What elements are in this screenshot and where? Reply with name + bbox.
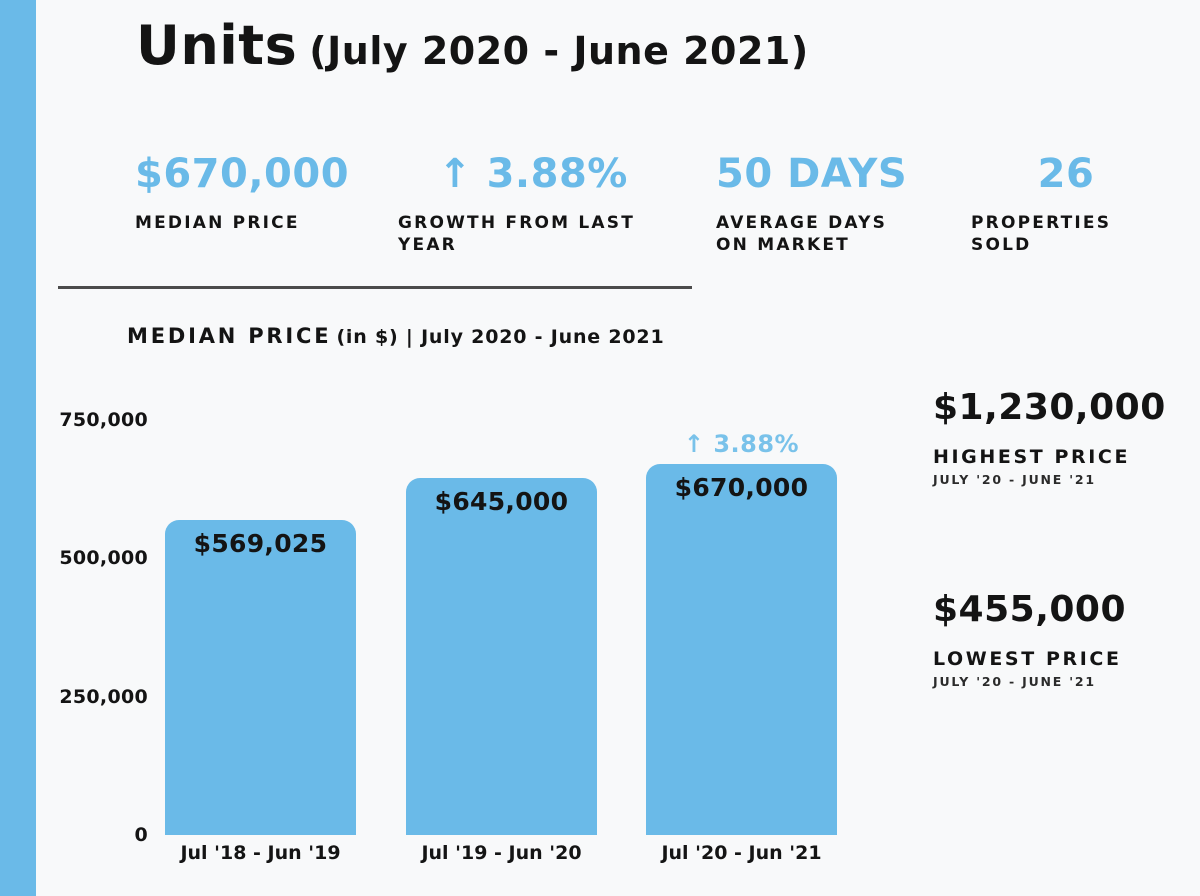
x-axis: Jul '18 - Jun '19 Jul '19 - Jun '20 Jul …	[165, 842, 838, 872]
y-axis: 750,000 500,000 250,000 0	[40, 0, 148, 896]
stat-properties-sold-value: 26	[1037, 151, 1095, 197]
chart-subtitle: (in $) | July 2020 - June 2021	[336, 326, 665, 348]
highest-price-value: $1,230,000	[933, 387, 1166, 428]
stat-days-on-market-label: AVERAGE DAYS ON MARKET	[716, 213, 888, 255]
bar-jul18-jun19: $569,025	[165, 520, 356, 835]
highest-price-period: JULY '20 - JUNE '21	[933, 472, 1096, 487]
stat-growth-value: ↑ 3.88%	[438, 151, 628, 197]
stat-median-price-value: $670,000	[135, 151, 350, 197]
bar-jul19-jun20-value: $645,000	[434, 487, 569, 516]
y-tick-250000: 250,000	[59, 686, 148, 708]
stat-growth: ↑ 3.88% GROWTH FROM LAST YEAR	[398, 150, 668, 256]
y-tick-750000: 750,000	[59, 409, 148, 431]
highest-price-label: HIGHEST PRICE	[933, 446, 1131, 468]
page-title-date-range: (July 2020 - June 2021)	[309, 29, 809, 73]
y-tick-0: 0	[134, 824, 148, 846]
page-title: Units	[136, 14, 298, 77]
bar-jul20-jun21: $670,000	[646, 464, 837, 835]
y-tick-500000: 500,000	[59, 547, 148, 569]
page-header: Units (July 2020 - June 2021)	[136, 14, 809, 77]
chart-heading: MEDIAN PRICE (in $) | July 2020 - June 2…	[127, 324, 664, 348]
growth-annotation: ↑ 3.88%	[683, 430, 800, 458]
stat-growth-label: GROWTH FROM LAST YEAR	[398, 213, 636, 255]
lowest-price-block: $455,000 LOWEST PRICE JULY '20 - JUNE '2…	[933, 588, 1173, 689]
lowest-price-value: $455,000	[933, 589, 1127, 630]
highest-price-block: $1,230,000 HIGHEST PRICE JULY '20 - JUNE…	[933, 386, 1173, 487]
stat-days-on-market: 50 DAYS AVERAGE DAYS ON MARKET	[716, 150, 916, 256]
bar-chart-plot: ↑ 3.88% $569,025 $645,000 $670,000	[165, 420, 838, 835]
bar-jul18-jun19-value: $569,025	[193, 529, 328, 558]
left-accent-stripe	[0, 0, 36, 896]
stat-properties-sold: 26 PROPERTIES SOLD	[971, 150, 1161, 256]
bar-jul19-jun20: $645,000	[406, 478, 597, 835]
chart-title: MEDIAN PRICE	[127, 324, 332, 348]
x-tick-jul18-jun19: Jul '18 - Jun '19	[180, 842, 341, 864]
lowest-price-label: LOWEST PRICE	[933, 648, 1122, 670]
stat-days-on-market-value: 50 DAYS	[716, 151, 908, 197]
bar-jul20-jun21-value: $670,000	[674, 473, 809, 502]
stat-median-price-label: MEDIAN PRICE	[135, 213, 300, 233]
x-tick-jul20-jun21: Jul '20 - Jun '21	[661, 842, 822, 864]
section-divider	[58, 286, 692, 289]
x-tick-jul19-jun20: Jul '19 - Jun '20	[421, 842, 582, 864]
stat-properties-sold-label: PROPERTIES SOLD	[971, 213, 1112, 255]
lowest-price-period: JULY '20 - JUNE '21	[933, 674, 1096, 689]
stat-median-price: $670,000 MEDIAN PRICE	[135, 150, 385, 234]
